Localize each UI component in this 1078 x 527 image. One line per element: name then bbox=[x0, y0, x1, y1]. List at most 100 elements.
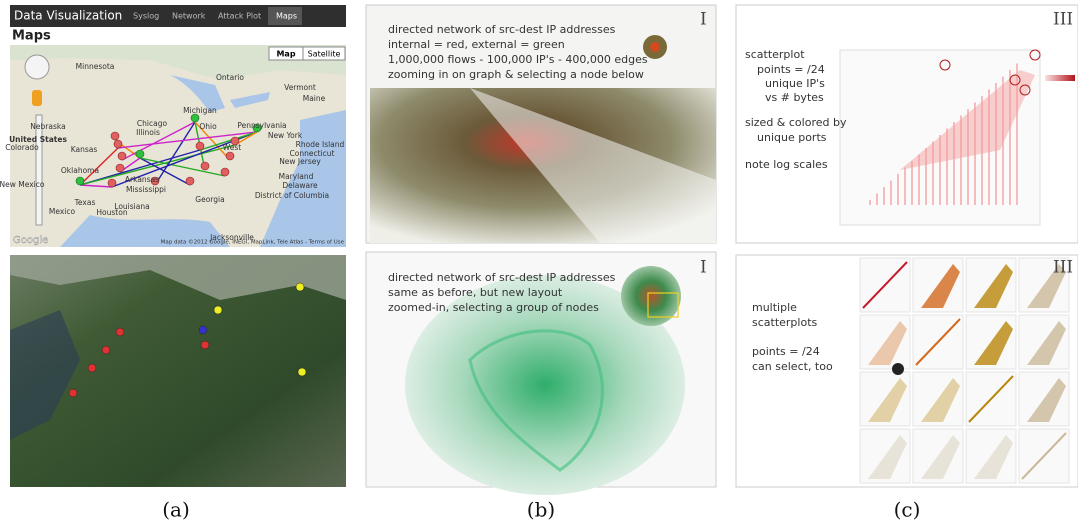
map-label: Chicago bbox=[137, 119, 168, 128]
satellite-pin[interactable] bbox=[87, 363, 97, 373]
satellite-pin[interactable] bbox=[101, 345, 111, 355]
heading: Maps bbox=[12, 29, 51, 44]
panel-b: (b) bbox=[365, 4, 717, 522]
matrix-diagonal bbox=[1021, 432, 1067, 480]
annotation-line: 1,000,000 flows - 100,000 IP's - 400,000… bbox=[388, 53, 648, 66]
matrix-diagonal bbox=[915, 318, 961, 366]
satellite-pin[interactable] bbox=[295, 282, 305, 292]
route bbox=[79, 144, 236, 186]
map-label: Colorado bbox=[5, 143, 39, 152]
scatter-matrix bbox=[859, 257, 1070, 484]
map-label: Kansas bbox=[71, 145, 98, 154]
route bbox=[199, 131, 258, 151]
map-label: Georgia bbox=[195, 195, 224, 204]
annotation-line: multiple bbox=[752, 301, 797, 314]
map-lake bbox=[230, 92, 270, 108]
map-button-label[interactable]: Satellite bbox=[308, 50, 341, 59]
map-label: Rhode Island bbox=[296, 140, 345, 149]
selection bbox=[892, 363, 904, 375]
nav-tab[interactable]: Attack Plot bbox=[218, 12, 261, 21]
panel-marker: III bbox=[1053, 258, 1073, 278]
map-label: Oklahoma bbox=[61, 166, 99, 175]
matrix-cell bbox=[859, 371, 911, 427]
network-graph bbox=[405, 275, 685, 495]
matrix-cell bbox=[859, 314, 911, 370]
hub-pin[interactable] bbox=[252, 123, 262, 133]
selection-box bbox=[647, 292, 679, 318]
pin[interactable] bbox=[115, 163, 125, 173]
matrix-cloud bbox=[921, 264, 960, 308]
pin[interactable] bbox=[200, 161, 210, 171]
pin[interactable] bbox=[107, 178, 117, 188]
app-title: Data Visualization bbox=[14, 9, 122, 23]
matrix-cloud bbox=[1027, 264, 1066, 308]
scatter-bubble bbox=[1029, 49, 1041, 61]
map-label: Vermont bbox=[284, 83, 316, 92]
matrix-cloud bbox=[1027, 321, 1066, 365]
pin[interactable] bbox=[113, 139, 123, 149]
map-button[interactable] bbox=[302, 46, 346, 61]
route bbox=[79, 147, 119, 186]
matrix-diagonal bbox=[862, 261, 908, 309]
annotation-line: internal = red, external = green bbox=[388, 38, 565, 51]
satellite-pin[interactable] bbox=[297, 367, 307, 377]
satellite-pin[interactable] bbox=[213, 305, 223, 315]
map-gulf bbox=[60, 215, 230, 247]
pin[interactable] bbox=[150, 176, 160, 186]
hub-pin[interactable] bbox=[190, 113, 200, 123]
nav-tab[interactable]: Network bbox=[172, 12, 206, 21]
pin[interactable] bbox=[185, 176, 195, 186]
matrix-cell bbox=[912, 371, 964, 427]
satellite-pin[interactable] bbox=[200, 340, 210, 350]
matrix-cloud bbox=[1027, 378, 1066, 422]
hub-pin[interactable] bbox=[135, 149, 145, 159]
pin[interactable] bbox=[110, 131, 120, 141]
hub-pin[interactable] bbox=[75, 176, 85, 186]
map-label: New Mexico bbox=[0, 180, 45, 189]
annotation-line: points = /24 bbox=[752, 345, 820, 358]
route bbox=[121, 121, 196, 161]
pan-control[interactable] bbox=[24, 54, 50, 80]
pin[interactable] bbox=[225, 151, 235, 161]
map-label: Louisiana bbox=[114, 202, 149, 211]
map-ocean bbox=[260, 110, 346, 247]
pin[interactable] bbox=[230, 136, 240, 146]
network-thumbnail-core bbox=[650, 42, 660, 52]
map-label: Connecticut bbox=[290, 149, 335, 158]
map-label: West bbox=[223, 143, 241, 152]
map-label: Delaware bbox=[282, 181, 318, 190]
map-label: District of Columbia bbox=[255, 191, 329, 200]
map-label: Jacksonville bbox=[209, 233, 254, 242]
satellite-pin[interactable] bbox=[68, 388, 78, 398]
pin[interactable] bbox=[117, 151, 127, 161]
matrix-cloud bbox=[921, 435, 960, 479]
pin[interactable] bbox=[220, 167, 230, 177]
map-label: Illinois bbox=[136, 128, 160, 137]
route bbox=[117, 131, 258, 149]
matrix-cloud bbox=[974, 321, 1013, 365]
nav-tab[interactable]: Syslog bbox=[133, 12, 159, 21]
matrix-cell bbox=[859, 428, 911, 484]
satellite-pin[interactable] bbox=[198, 325, 208, 335]
map-label: Texas bbox=[74, 198, 96, 207]
pegman[interactable] bbox=[32, 90, 42, 106]
matrix-cloud bbox=[974, 435, 1013, 479]
map-label: Mississippi bbox=[126, 185, 166, 194]
network-thumbnail bbox=[621, 266, 681, 326]
satellite-pins bbox=[68, 282, 307, 398]
annotation-line: scatterplots bbox=[752, 316, 818, 329]
nav-tab[interactable]: Maps bbox=[276, 12, 297, 21]
scatter-bubble bbox=[1009, 74, 1021, 86]
map-label: Ohio bbox=[199, 122, 217, 131]
panel-a: Data Visualization Maps Map Satellite Go… bbox=[10, 5, 346, 522]
map-label: Maryland bbox=[279, 172, 314, 181]
panel-marker: I bbox=[700, 258, 707, 278]
annotation-line: vs # bytes bbox=[765, 91, 824, 104]
pin[interactable] bbox=[195, 141, 205, 151]
map-button-label[interactable]: Map bbox=[276, 50, 295, 59]
zoom-slider[interactable] bbox=[35, 114, 43, 226]
annotation-line: note log scales bbox=[745, 158, 828, 171]
satellite-pin[interactable] bbox=[115, 327, 125, 337]
map-lake bbox=[170, 75, 225, 112]
